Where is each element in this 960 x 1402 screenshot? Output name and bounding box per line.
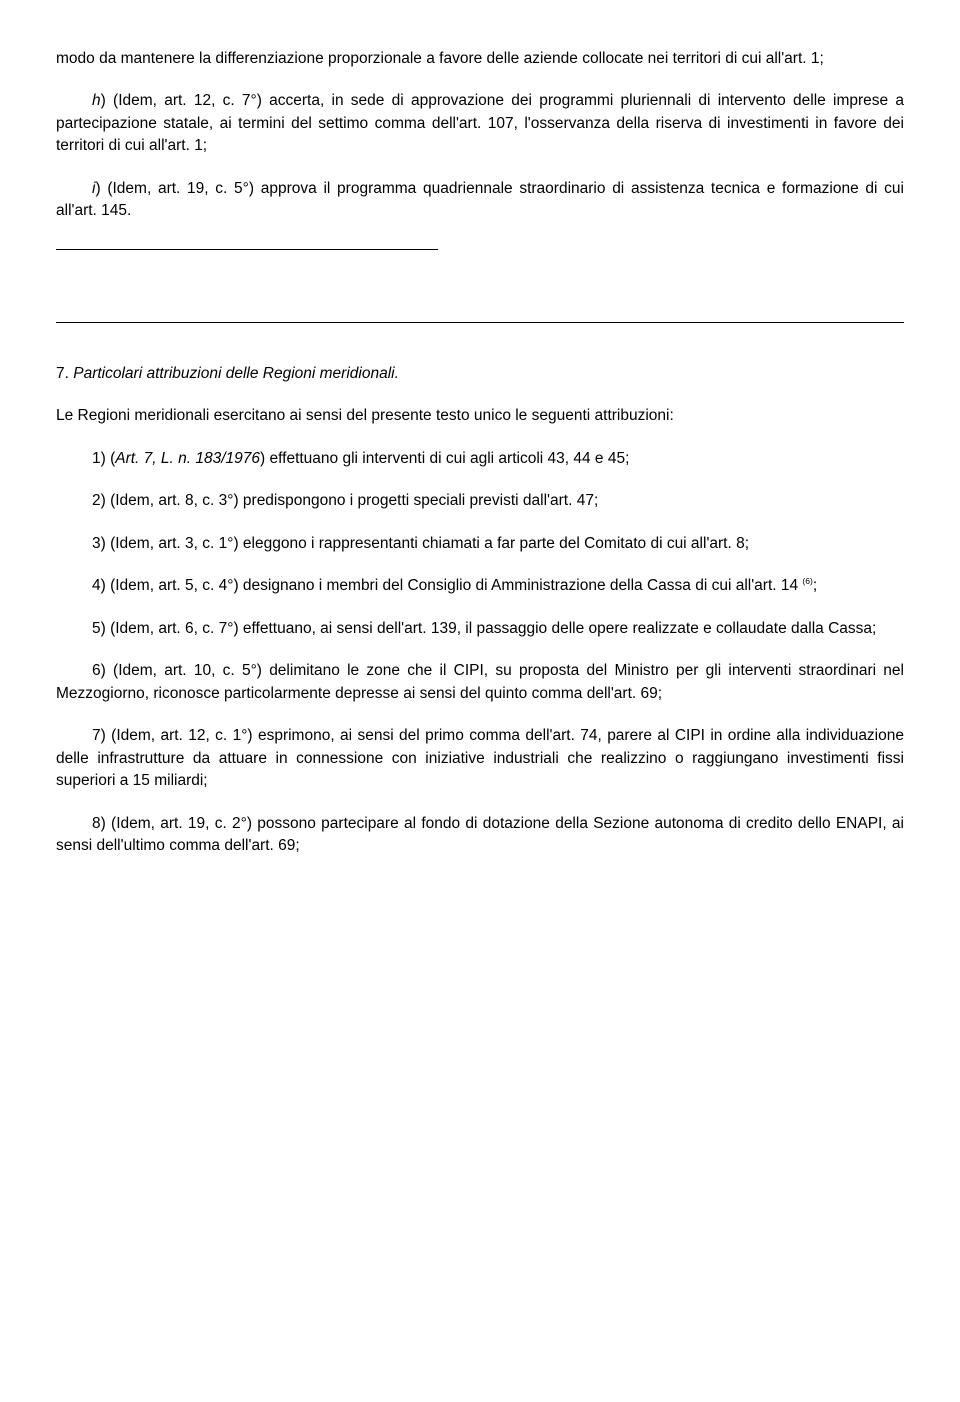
section-7-item-8: 8) (Idem, art. 19, c. 2°) possono partec… (56, 813, 904, 858)
item-i: i) (Idem, art. 19, c. 5°) approva il pro… (56, 178, 904, 223)
section-7-heading: 7. Particolari attribuzioni delle Region… (56, 363, 904, 385)
section-7-intro: Le Regioni meridionali esercitano ai sen… (56, 405, 904, 427)
item-h-text: ) (Idem, art. 12, c. 7°) accerta, in sed… (56, 92, 904, 154)
s7-1-lead: 1) ( (92, 450, 115, 467)
s7-1-tail: ) effettuano gli interventi di cui agli … (260, 450, 629, 467)
section-7-item-5: 5) (Idem, art. 6, c. 7°) effettuano, ai … (56, 618, 904, 640)
s7-1-ital: Art. 7, L. n. 183/1976 (115, 450, 260, 467)
divider-long (56, 322, 904, 323)
section-7-title: Particolari attribuzioni delle Regioni m… (69, 365, 399, 382)
section-7-item-6: 6) (Idem, art. 10, c. 5°) delimitano le … (56, 660, 904, 705)
section-7-number: 7. (56, 365, 69, 382)
top-paragraph: modo da mantenere la differenziazione pr… (56, 48, 904, 70)
section-7-item-1: 1) (Art. 7, L. n. 183/1976) effettuano g… (56, 448, 904, 470)
s7-4-sup: (6) (802, 576, 812, 586)
s7-4-b: ; (813, 577, 817, 594)
item-h-prefix: h (92, 92, 101, 109)
section-7-item-3: 3) (Idem, art. 3, c. 1°) eleggono i rapp… (56, 533, 904, 555)
divider-short (56, 249, 438, 250)
item-i-text: ) (Idem, art. 19, c. 5°) approva il prog… (56, 180, 904, 219)
section-7-item-7: 7) (Idem, art. 12, c. 1°) esprimono, ai … (56, 725, 904, 792)
s7-4-a: 4) (Idem, art. 5, c. 4°) designano i mem… (92, 577, 802, 594)
item-h: h) (Idem, art. 12, c. 7°) accerta, in se… (56, 90, 904, 157)
section-7-item-4: 4) (Idem, art. 5, c. 4°) designano i mem… (56, 575, 904, 598)
section-7-item-2: 2) (Idem, art. 8, c. 3°) predispongono i… (56, 490, 904, 512)
